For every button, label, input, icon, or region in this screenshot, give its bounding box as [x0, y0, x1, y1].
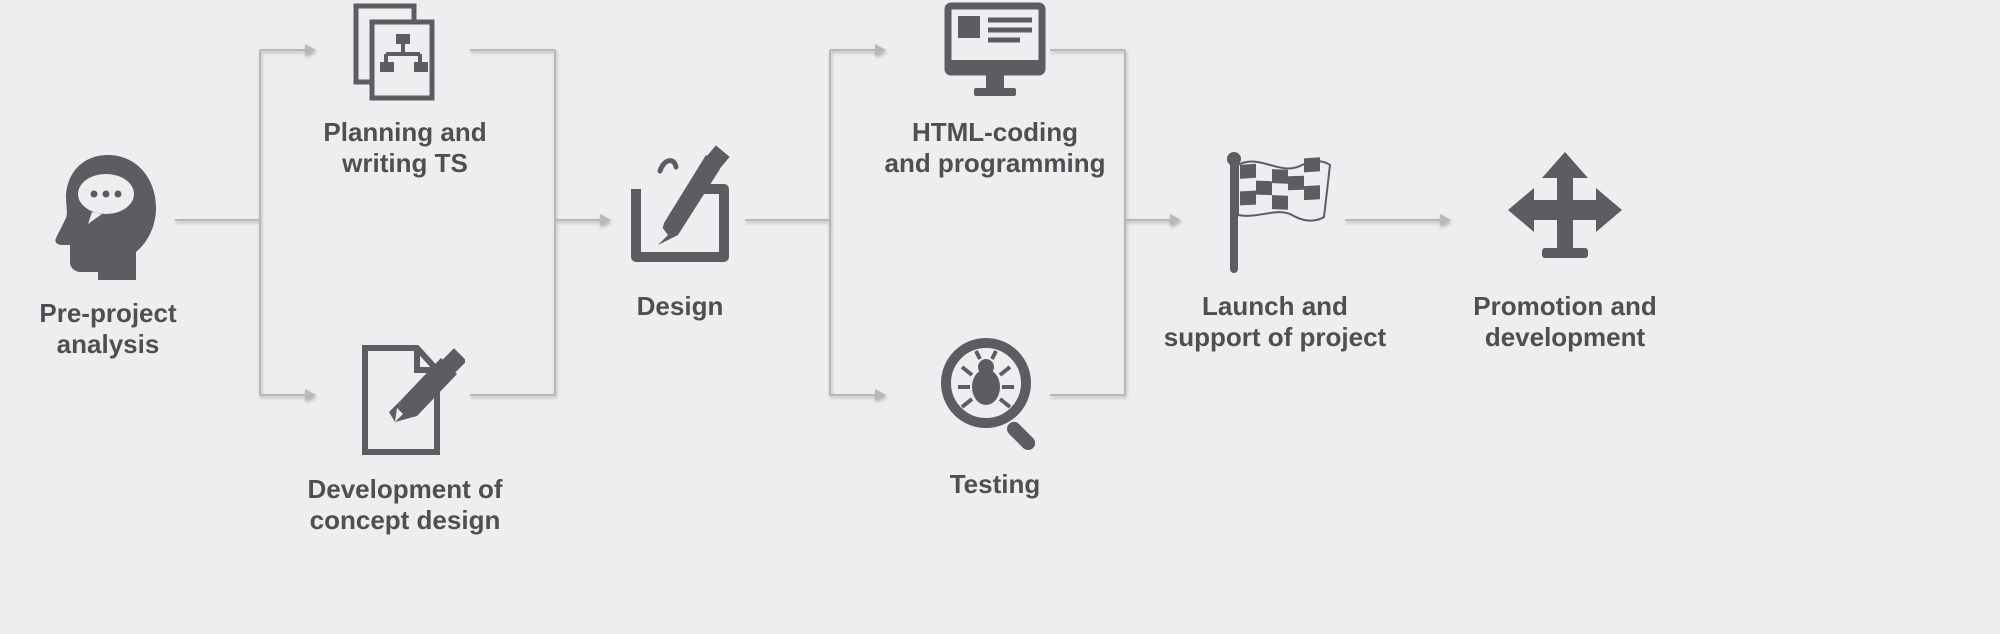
node-concept: Development of concept design [290, 340, 520, 536]
flowchart-stage: Pre-project analysis Planni [0, 0, 2000, 634]
label-launch: Launch and support of project [1164, 291, 1386, 353]
documents-icon [344, 0, 449, 105]
node-pre-project: Pre-project analysis [28, 150, 188, 360]
label-planning: Planning and writing TS [323, 117, 486, 179]
node-design: Design [600, 145, 760, 322]
label-testing: Testing [950, 469, 1041, 500]
design-frame-icon [620, 145, 740, 275]
label-html: HTML-coding and programming [884, 117, 1105, 179]
node-html: HTML-coding and programming [870, 0, 1120, 179]
file-pencil-icon [345, 340, 465, 460]
monitor-icon [940, 0, 1050, 105]
bug-magnify-icon [938, 335, 1053, 455]
label-promotion: Promotion and development [1473, 291, 1656, 353]
label-pre-project: Pre-project analysis [39, 298, 176, 360]
label-design: Design [637, 291, 724, 322]
node-promotion: Promotion and development [1440, 150, 1690, 353]
head-thought-icon [48, 150, 168, 280]
label-concept: Development of concept design [307, 474, 502, 536]
node-planning: Planning and writing TS [295, 0, 515, 179]
directions-icon [1500, 150, 1630, 275]
node-launch: Launch and support of project [1150, 145, 1400, 353]
checkered-flag-icon [1210, 145, 1340, 275]
node-testing: Testing [890, 335, 1100, 500]
